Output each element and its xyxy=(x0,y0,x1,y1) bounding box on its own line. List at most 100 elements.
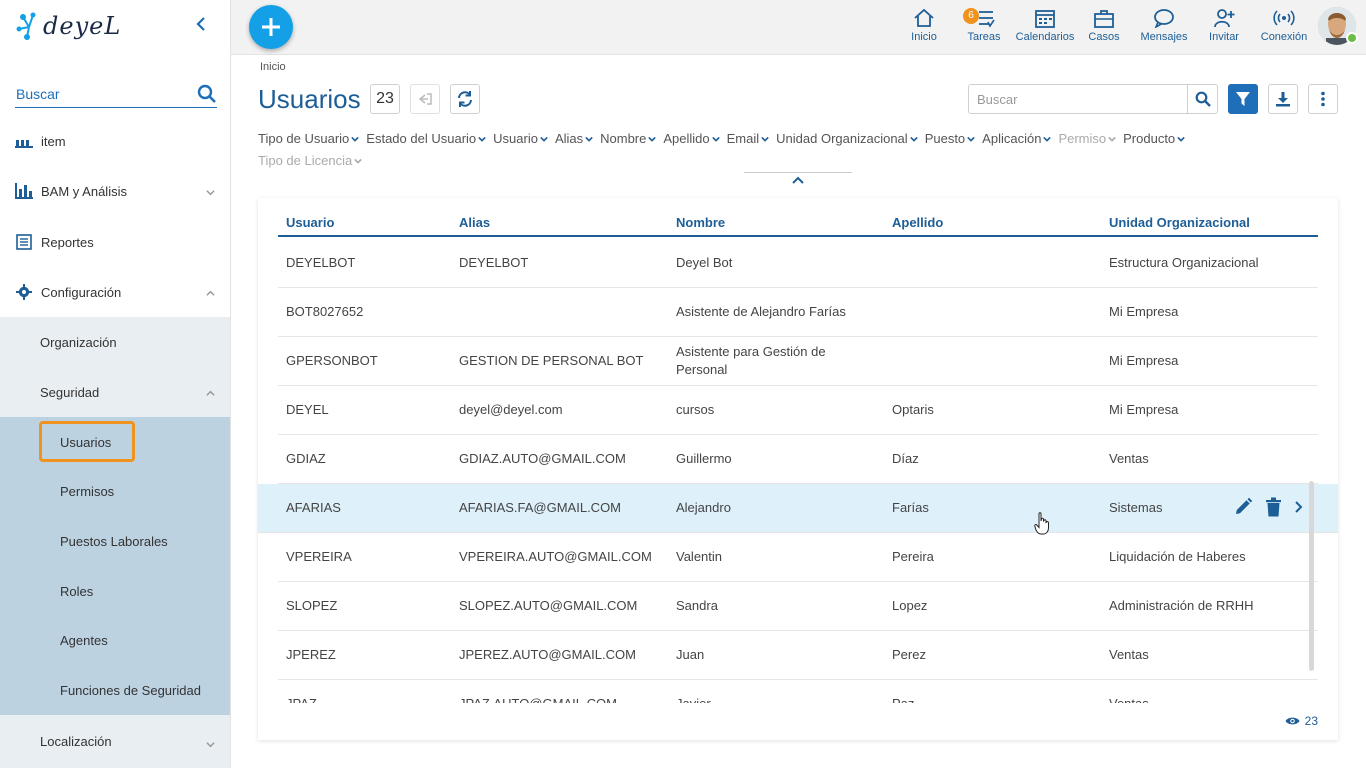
filter-label: Alias xyxy=(554,131,584,146)
filter-apellido[interactable]: Apellido xyxy=(663,128,720,150)
download-button[interactable] xyxy=(1268,84,1298,114)
sidebar-item-label: Funciones de Seguridad xyxy=(60,682,201,698)
chevron-down-icon[interactable] xyxy=(206,737,215,748)
sidebar-item-seguridad[interactable]: Seguridad xyxy=(0,367,230,417)
chevron-right-icon[interactable] xyxy=(1294,500,1304,517)
home-button[interactable]: Inicio xyxy=(904,8,944,48)
invite-button[interactable]: Invitar xyxy=(1204,8,1244,48)
more-options-button[interactable] xyxy=(1308,84,1338,114)
users-table-card: Usuario Alias Nombre Apellido Unidad Org… xyxy=(258,198,1338,740)
filter-email[interactable]: Email xyxy=(727,128,770,150)
table-row[interactable]: GDIAZ GDIAZ.AUTO@GMAIL.COM Guillermo Día… xyxy=(278,435,1318,484)
filter-permiso[interactable]: Permiso xyxy=(1058,128,1116,150)
filter-aplicacion[interactable]: Aplicación xyxy=(982,128,1052,150)
tasks-badge: 6 xyxy=(963,8,979,24)
table-row[interactable]: DEYEL deyel@deyel.com cursos Optaris Mi … xyxy=(278,386,1318,435)
calendars-button[interactable]: Calendarios xyxy=(1013,8,1077,48)
filter-label: Tipo de Usuario xyxy=(258,131,350,146)
tasks-icon xyxy=(979,11,995,28)
sidebar-item-organizacion[interactable]: Organización xyxy=(0,317,230,367)
cases-button[interactable]: Casos xyxy=(1086,8,1122,48)
visible-count: 23 xyxy=(1285,714,1318,728)
chevron-down-icon xyxy=(711,136,720,142)
filter-label: Aplicación xyxy=(982,131,1042,146)
trash-icon[interactable] xyxy=(1265,497,1282,520)
sidebar-search[interactable]: Buscar xyxy=(15,82,217,108)
sidebar-item-reportes[interactable]: Reportes xyxy=(0,217,230,267)
sidebar-item-item[interactable]: item xyxy=(0,116,230,166)
sidebar-item-funciones-de-seguridad[interactable]: Funciones de Seguridad xyxy=(0,665,230,715)
tasks-button[interactable]: Tareas xyxy=(964,8,1004,48)
chevron-down-icon xyxy=(585,136,593,142)
chevron-down-icon[interactable] xyxy=(206,185,215,196)
table-row[interactable]: JPAZ JPAZ.AUTO@GMAIL.COM Javier Paz Vent… xyxy=(278,680,1318,703)
search-icon[interactable] xyxy=(197,84,217,109)
cell-usuario: VPEREIRA xyxy=(286,549,352,564)
sidebar-item-permisos[interactable]: Permisos xyxy=(0,466,230,516)
search-input[interactable] xyxy=(969,85,1187,113)
filter-label: Email xyxy=(726,131,760,146)
table-row[interactable]: GPERSONBOT GESTION DE PERSONAL BOT Asist… xyxy=(278,337,1318,386)
chevron-down-icon xyxy=(648,136,657,142)
chevron-up-icon[interactable] xyxy=(206,386,215,396)
filter-tipo-de-licencia[interactable]: Tipo de Licencia xyxy=(258,150,362,172)
row-actions xyxy=(1233,497,1304,520)
filter-usuario[interactable]: Usuario xyxy=(493,128,548,150)
add-button[interactable] xyxy=(249,5,293,49)
refresh-button[interactable] xyxy=(450,84,480,114)
sidebar-item-agentes[interactable]: Agentes xyxy=(0,615,230,665)
sidebar-item-localizacion[interactable]: Localización xyxy=(0,715,230,768)
collapse-sidebar-icon[interactable] xyxy=(196,16,212,36)
cell-nombre: Asistente de Alejandro Farías xyxy=(676,304,846,319)
column-header-alias[interactable]: Alias xyxy=(459,215,491,230)
search-button[interactable] xyxy=(1187,85,1217,113)
sidebar-item-roles[interactable]: Roles xyxy=(0,566,230,616)
sidebar-item-usuarios[interactable]: Usuarios xyxy=(0,417,230,467)
filter-label: Usuario xyxy=(493,131,538,146)
sidebar-item-configuracion[interactable]: Configuración xyxy=(0,267,230,317)
cell-alias: DEYELBOT xyxy=(459,255,529,270)
column-header-usuario[interactable]: Usuario xyxy=(286,215,335,230)
filter-unidad-organizacional[interactable]: Unidad Organizacional xyxy=(776,128,918,150)
edit-icon[interactable] xyxy=(1233,497,1253,520)
breadcrumb[interactable]: Inicio xyxy=(260,61,286,73)
page-title: Usuarios xyxy=(258,84,361,114)
connection-button[interactable]: Conexión xyxy=(1258,8,1310,48)
messages-button[interactable]: Mensajes xyxy=(1137,8,1191,48)
table-row[interactable]: BOT8027652 Asistente de Alejandro Farías… xyxy=(278,288,1318,337)
filter-alias[interactable]: Alias xyxy=(555,128,593,150)
cell-apellido: Lopez xyxy=(892,598,928,613)
table-row-hovered[interactable]: AFARIAS AFARIAS.FA@GMAIL.COM Alejandro F… xyxy=(258,484,1338,533)
table-row[interactable]: SLOPEZ SLOPEZ.AUTO@GMAIL.COM Sandra Lope… xyxy=(278,582,1318,631)
cell-nombre: Juan xyxy=(676,647,705,662)
search-field xyxy=(968,84,1218,114)
scrollbar-thumb[interactable] xyxy=(1309,481,1314,671)
column-header-nombre[interactable]: Nombre xyxy=(676,215,726,230)
sidebar-item-bam[interactable]: BAM y Análisis xyxy=(0,166,230,216)
collapse-filters-button[interactable] xyxy=(744,172,852,188)
chevron-up-icon[interactable] xyxy=(206,286,215,296)
column-header-unidad-organizacional[interactable]: Unidad Organizacional xyxy=(1109,215,1250,230)
export-button[interactable] xyxy=(410,84,440,114)
tasks-label: Tareas xyxy=(967,31,1001,43)
visible-count-value: 23 xyxy=(1304,714,1318,728)
cell-apellido: Perez xyxy=(892,647,926,662)
filter-estado-del-usuario[interactable]: Estado del Usuario xyxy=(366,128,486,150)
avatar[interactable] xyxy=(1318,7,1356,45)
column-header-apellido[interactable]: Apellido xyxy=(892,215,944,230)
table-row[interactable]: VPEREIRA VPEREIRA.AUTO@GMAIL.COM Valenti… xyxy=(278,533,1318,582)
filter-label: Puesto xyxy=(924,131,966,146)
table-row[interactable]: DEYELBOT DEYELBOT Deyel Bot Estructura O… xyxy=(278,239,1318,288)
cell-alias: VPEREIRA.AUTO@GMAIL.COM xyxy=(459,549,652,564)
cell-alias: JPEREZ.AUTO@GMAIL.COM xyxy=(459,647,636,662)
chevron-down-icon xyxy=(909,136,918,142)
table-header: Usuario Alias Nombre Apellido Unidad Org… xyxy=(278,210,1318,237)
sidebar-item-puestos-laborales[interactable]: Puestos Laborales xyxy=(0,516,230,566)
filter-nombre[interactable]: Nombre xyxy=(600,128,657,150)
filter-producto[interactable]: Producto xyxy=(1123,128,1185,150)
filter-puesto[interactable]: Puesto xyxy=(925,128,975,150)
chevron-down-icon xyxy=(354,158,362,164)
filter-button[interactable] xyxy=(1228,84,1258,114)
table-row[interactable]: JPEREZ JPEREZ.AUTO@GMAIL.COM Juan Perez … xyxy=(278,631,1318,680)
filter-tipo-de-usuario[interactable]: Tipo de Usuario xyxy=(258,128,360,150)
